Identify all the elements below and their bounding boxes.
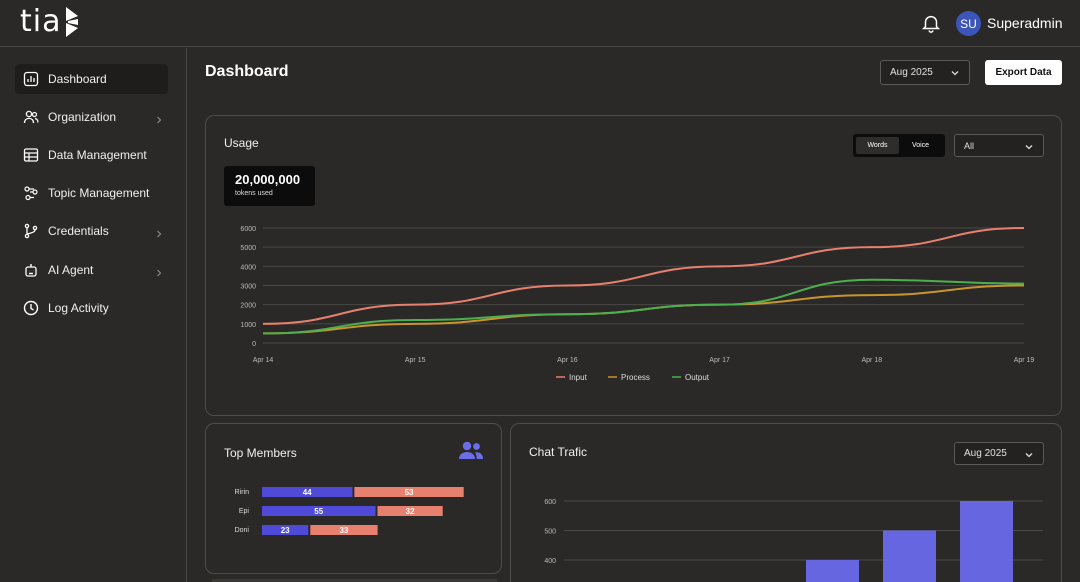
- y-tick-label: 2000: [240, 303, 256, 310]
- topics-icon: [23, 185, 39, 201]
- bar-value-label: 32: [406, 507, 415, 516]
- legend-label: Output: [685, 373, 710, 382]
- x-tick-label: Apr 14: [253, 357, 274, 364]
- y-tick-label: 6000: [240, 226, 256, 233]
- tokens-label: tokens used: [235, 190, 273, 197]
- chevron-right-icon: [154, 265, 164, 277]
- chevron-down-icon: [1025, 453, 1033, 458]
- sidebar-item-label: Data Management: [48, 148, 147, 162]
- chevron-right-icon: [154, 226, 164, 238]
- clock-icon: [23, 300, 39, 316]
- usage-line-chart: 0 1000 2000 3000 4000 5000 6000 Apr 14 Apr 15 Apr…: [240, 226, 1035, 382]
- bar-segment: [262, 487, 353, 497]
- sidebar-item-label: AI Agent: [48, 263, 94, 277]
- series-line-output: [262, 278, 1025, 335]
- usage-card: Usage 20,000,000 tokens used Words Voice…: [205, 115, 1062, 416]
- bar-value-label: 44: [303, 488, 312, 497]
- bar-chart-icon: [23, 71, 39, 87]
- sidebar-item-dashboard[interactable]: Dashboard: [15, 64, 168, 94]
- bar-value-label: 53: [405, 488, 414, 497]
- table-icon: [23, 147, 39, 163]
- card-edge: [212, 579, 497, 582]
- series-line-input: [262, 227, 1025, 325]
- users-icon: [23, 109, 39, 125]
- sidebar-item-label: Credentials: [48, 224, 109, 238]
- toggle-voice[interactable]: Voice: [911, 142, 930, 149]
- usage-filter-select[interactable]: All: [954, 134, 1044, 157]
- sidebar-item-label: Organization: [48, 110, 117, 124]
- legend-label: Input: [569, 373, 588, 382]
- users-icon: [459, 441, 483, 459]
- category-label: Epi: [239, 508, 250, 515]
- git-branch-icon: [23, 223, 39, 239]
- chat-traffic-card: Chat Trafic Aug 2025 400 500 600: [510, 423, 1062, 582]
- sidebar-item-ai-agent[interactable]: AI Agent: [15, 255, 168, 285]
- sidebar-item-label: Log Activity: [48, 301, 109, 315]
- sidebar: Dashboard Organization Data Management Topi…: [0, 48, 187, 582]
- robot-icon: [23, 262, 39, 278]
- sidebar-item-label: Topic Management: [48, 186, 150, 200]
- usage-title: Usage: [224, 136, 259, 150]
- x-tick-label: Apr 16: [557, 357, 578, 364]
- chat-bar: [806, 560, 859, 582]
- chat-bar: [960, 501, 1013, 582]
- chevron-down-icon: [1025, 145, 1033, 150]
- top-members-bar-chart: Ririn 44 53 Epi 55 32 Doni 23 33: [235, 487, 464, 535]
- chat-traffic-bar-chart: 400 500 600: [544, 499, 1043, 582]
- toggle-words[interactable]: Words: [856, 137, 899, 154]
- x-tick-label: Apr 19: [1014, 357, 1035, 364]
- y-tick-label: 400: [544, 558, 556, 565]
- sidebar-item-label: Dashboard: [48, 72, 107, 86]
- category-label: Doni: [235, 527, 250, 534]
- chat-month-select[interactable]: Aug 2025: [954, 442, 1044, 465]
- sidebar-item-credentials[interactable]: Credentials: [15, 216, 168, 246]
- month-select[interactable]: Aug 2025: [880, 60, 970, 85]
- bar-value-label: 23: [281, 526, 290, 535]
- y-tick-label: 500: [544, 529, 556, 536]
- bell-icon[interactable]: [920, 12, 942, 34]
- top-bar: tia SU Superadmin: [0, 0, 1080, 47]
- x-tick-label: Apr 18: [861, 357, 882, 364]
- tokens-summary: 20,000,000 tokens used: [224, 166, 315, 206]
- sidebar-item-log-activity[interactable]: Log Activity: [15, 293, 168, 323]
- chat-traffic-title: Chat Trafic: [529, 445, 588, 459]
- sidebar-item-topic-management[interactable]: Topic Management: [15, 178, 168, 208]
- logo-mark-icon: [66, 7, 79, 37]
- y-tick-label: 5000: [240, 245, 256, 252]
- bar-value-label: 55: [314, 507, 323, 516]
- bar-segment: [262, 525, 309, 535]
- logo[interactable]: tia: [20, 6, 80, 38]
- bar-value-label: 33: [339, 526, 348, 535]
- top-members-card: Top Members Ririn 44 53 Epi 55 32 Doni 23 33: [205, 423, 502, 574]
- avatar[interactable]: SU: [956, 11, 981, 36]
- bar-segment: [354, 487, 464, 497]
- bar-segment: [377, 506, 443, 516]
- chevron-right-icon: [154, 112, 164, 124]
- x-tick-label: Apr 17: [709, 357, 730, 364]
- chevron-down-icon: [951, 71, 959, 76]
- sidebar-item-organization[interactable]: Organization: [15, 102, 168, 132]
- export-data-button[interactable]: Export Data: [985, 60, 1062, 85]
- x-tick-label: Apr 15: [405, 357, 426, 364]
- chat-bar: [883, 530, 936, 582]
- page-title: Dashboard: [205, 63, 289, 80]
- month-select-value: Aug 2025: [890, 67, 933, 78]
- tokens-value: 20,000,000: [235, 172, 301, 187]
- bar-segment: [310, 525, 378, 535]
- logo-text: tia: [20, 4, 62, 39]
- legend-label: Process: [621, 373, 650, 382]
- y-tick-label: 0: [252, 341, 256, 348]
- y-tick-label: 4000: [240, 264, 256, 271]
- sidebar-item-data-management[interactable]: Data Management: [15, 140, 168, 170]
- top-members-title: Top Members: [224, 446, 297, 460]
- y-tick-label: 600: [544, 499, 556, 506]
- y-tick-label: 3000: [240, 284, 256, 291]
- user-name[interactable]: Superadmin: [987, 15, 1063, 31]
- category-label: Ririn: [235, 489, 249, 496]
- y-tick-label: 1000: [240, 322, 256, 329]
- bar-segment: [262, 506, 376, 516]
- chat-month-value: Aug 2025: [964, 448, 1007, 459]
- words-voice-toggle: Words Voice: [853, 134, 945, 157]
- usage-filter-value: All: [964, 140, 975, 151]
